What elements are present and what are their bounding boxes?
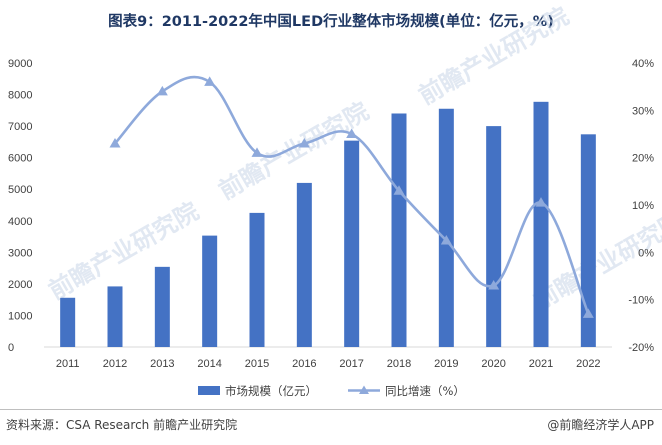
right-axis-tick: -10% [628, 295, 654, 307]
x-axis-tick: 2019 [434, 358, 458, 370]
source-note: 资料来源：CSA Research 前瞻产业研究院 [6, 418, 238, 432]
x-axis-tick: 2022 [576, 358, 600, 370]
growth-marker-2018 [393, 185, 405, 195]
brand-credit: @前瞻经济学人APP [547, 418, 654, 432]
bar-series [60, 101, 596, 348]
x-axis-tick: 2012 [103, 358, 127, 370]
bar-2014 [202, 235, 218, 347]
bar-2020 [486, 126, 502, 347]
bar-2016 [296, 182, 312, 347]
footer-divider [0, 409, 662, 410]
growth-marker-2017 [346, 128, 358, 138]
bar-2012 [107, 286, 123, 347]
x-axis-tick: 2015 [245, 358, 269, 370]
x-axis-tick: 2016 [292, 358, 316, 370]
line-series [109, 75, 594, 318]
growth-marker-2020 [488, 279, 500, 290]
bar-2013 [154, 266, 170, 347]
left-axis-tick: 6000 [8, 153, 32, 165]
legend-line-marker [359, 385, 369, 394]
left-axis-tick: 2000 [8, 279, 32, 291]
left-axis-tick: 1000 [8, 310, 32, 322]
legend-bar-swatch [198, 386, 220, 395]
right-axis-tick: 10% [632, 200, 654, 212]
left-axis-tick: 0 [8, 342, 14, 354]
left-axis-tick: 9000 [8, 58, 32, 70]
x-axis-tick: 2020 [481, 358, 505, 370]
growth-marker-2015 [251, 147, 263, 157]
legend-bar-label: 市场规模（亿元） [225, 384, 317, 398]
right-axis-tick: 30% [632, 105, 654, 117]
growth-marker-2013 [156, 85, 168, 96]
right-axis: -20% -10% 0% 10% 20% 30% 40% [628, 58, 654, 354]
left-axis-tick: 3000 [8, 247, 32, 259]
x-axis-tick: 2014 [197, 358, 221, 370]
growth-line [114, 75, 590, 315]
bar-2015 [249, 212, 265, 347]
left-axis-tick: 4000 [8, 216, 32, 228]
x-axis-tick: 2017 [339, 358, 363, 370]
growth-marker-2016 [298, 137, 310, 148]
watermark-text: 前瞻产业研究院 [414, 2, 573, 110]
growth-marker-2012 [109, 137, 121, 148]
left-axis-tick: 7000 [8, 121, 32, 133]
chart-title: 图表9：2011-2022年中国LED行业整体市场规模(单位：亿元，%) [108, 14, 554, 30]
left-axis: 0 1000 2000 3000 4000 5000 6000 7000 8000 9000 [8, 58, 32, 354]
right-axis-tick: 20% [632, 153, 654, 165]
bar-2011 [60, 297, 76, 347]
x-axis-tick: 2021 [529, 358, 553, 370]
growth-marker-2022 [582, 308, 594, 318]
bar-2018 [391, 113, 407, 347]
bar-2021 [533, 101, 549, 348]
growth-marker-2019 [440, 235, 452, 245]
growth-marker-2014 [204, 76, 216, 86]
left-axis-tick: 5000 [8, 184, 32, 196]
legend-line-label: 同比增速（%） [385, 384, 465, 398]
bar-2019 [438, 108, 454, 347]
growth-marker-2021 [535, 197, 547, 207]
x-axis: 2011 2012 2013 2014 2015 2016 2017 2018 2019 2020… [56, 358, 601, 370]
legend: 市场规模（亿元） 同比增速（%） [198, 384, 465, 398]
right-axis-tick: 40% [632, 58, 654, 70]
x-axis-tick: 2018 [387, 358, 411, 370]
right-axis-tick: -20% [628, 342, 654, 354]
x-axis-tick: 2011 [56, 358, 80, 370]
bar-2017 [344, 140, 360, 347]
right-axis-tick: 0% [638, 247, 654, 259]
bar-2022 [580, 134, 596, 347]
watermark-text: 前瞻产业研究院 [44, 197, 203, 305]
left-axis-tick: 8000 [8, 90, 32, 102]
x-axis-tick: 2013 [150, 358, 174, 370]
